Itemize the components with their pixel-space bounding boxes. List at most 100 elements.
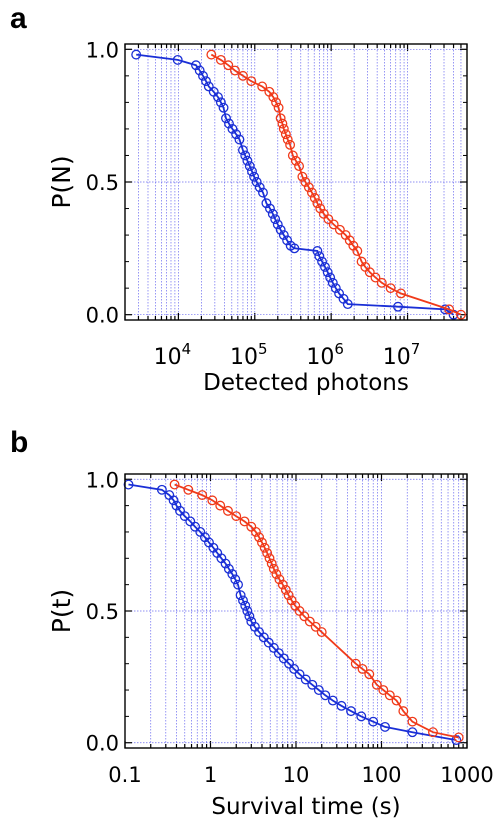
series-point-blue [278, 653, 289, 664]
x-tick-label: 106 [306, 340, 344, 370]
series-point-blue [156, 484, 167, 495]
series-point-blue [242, 606, 253, 616]
series-point-blue [320, 261, 330, 272]
series-point-blue [322, 267, 333, 278]
series-point-red [197, 490, 208, 501]
series-point-blue [244, 161, 255, 172]
y-tick-label: 0.0 [86, 304, 119, 328]
series-point-red [268, 92, 279, 103]
series-point-red [282, 134, 293, 145]
series-point-red [290, 155, 301, 166]
series-point-red [396, 288, 406, 299]
series-point-red [316, 627, 327, 638]
series-point-red [352, 246, 363, 256]
series-point-red [407, 716, 418, 727]
series-line-red [210, 53, 462, 316]
series-point-blue [238, 595, 248, 606]
series-point-blue [313, 685, 324, 695]
x-tick-label: 100 [361, 763, 401, 787]
series-point-red [239, 516, 250, 527]
plot-frame [124, 43, 468, 321]
series-point-blue [312, 246, 323, 256]
series-point-blue [278, 230, 289, 241]
y-tick-label: 0.0 [86, 732, 119, 756]
series-point-blue [320, 690, 331, 701]
series-point-blue [273, 648, 284, 659]
series-point-red [391, 695, 402, 706]
series-point-blue [368, 716, 379, 727]
series-point-blue [234, 134, 245, 145]
series-point-blue [317, 256, 328, 267]
series-point-blue [294, 669, 305, 680]
y-tick-label: 1.0 [86, 38, 119, 62]
series-point-blue [261, 198, 272, 209]
series-point-red [315, 203, 326, 214]
series-point-blue [263, 637, 274, 648]
series-point-red [271, 569, 282, 580]
series-point-red [223, 60, 234, 71]
series-point-blue [451, 735, 462, 746]
series-point-blue [251, 177, 262, 187]
series-point-red [384, 690, 395, 701]
series-point-red [306, 187, 317, 198]
series-point-red [215, 500, 226, 511]
series-point-red [376, 277, 387, 288]
series-point-blue [272, 219, 283, 230]
series-point-blue [275, 224, 286, 235]
series-point-red [259, 542, 270, 553]
series-point-red [271, 97, 282, 108]
y-tick-label: 0.5 [86, 171, 119, 195]
series-point-red [231, 511, 242, 522]
series-point-red [299, 611, 310, 622]
series-point-blue [171, 500, 182, 511]
series-point-blue [327, 277, 338, 288]
series-point-blue [194, 65, 205, 76]
series-point-red [304, 616, 315, 627]
series-point-blue [179, 511, 190, 522]
series-point-red [364, 267, 375, 278]
series-point-red [237, 70, 248, 81]
series-point-blue [330, 283, 341, 294]
series-point-blue [356, 711, 367, 722]
series-point-blue [249, 171, 260, 182]
series-point-red [428, 727, 438, 738]
series-point-red [206, 49, 217, 60]
series-point-blue [258, 632, 269, 643]
series-point-blue [213, 92, 223, 103]
series-point-blue [223, 563, 234, 574]
series-point-blue [289, 243, 300, 254]
series-line-blue [136, 53, 454, 316]
series-point-red [444, 304, 455, 315]
y-axis-label: P(N) [47, 155, 76, 208]
series-point-red [303, 182, 314, 193]
series-point-blue [220, 558, 231, 569]
series-point-blue [327, 695, 338, 706]
y-axis-label: P(t) [47, 589, 76, 633]
x-tick-label: 105 [230, 340, 268, 370]
series-point-red [257, 81, 268, 92]
x-tick-label: 10 [283, 763, 310, 787]
x-tick-label: 107 [383, 340, 421, 370]
series-point-blue [123, 479, 134, 490]
series-point-blue [254, 182, 265, 193]
series-point-blue [244, 611, 255, 622]
series-point-blue [314, 251, 325, 262]
series-point-blue [227, 569, 238, 580]
series-point-blue [237, 145, 248, 156]
series-point-blue [380, 721, 390, 732]
series-point-red [207, 495, 218, 506]
series-point-red [246, 76, 257, 87]
series-point-red [456, 309, 466, 320]
series-point-blue [215, 97, 226, 108]
series-point-blue [235, 590, 246, 601]
series-point-red [183, 484, 194, 495]
series-point-red [370, 272, 381, 283]
series-point-blue [201, 76, 211, 87]
series-point-red [287, 150, 298, 161]
series-point-red [453, 732, 464, 743]
series-point-blue [203, 81, 214, 92]
chart-b: 0.0 0.5 1.0 0.1 1 10 100 1000 Survival time (s) P… [47, 468, 494, 820]
series-point-blue [190, 521, 201, 532]
series-point-red [334, 224, 345, 235]
series-point-blue [336, 700, 347, 711]
